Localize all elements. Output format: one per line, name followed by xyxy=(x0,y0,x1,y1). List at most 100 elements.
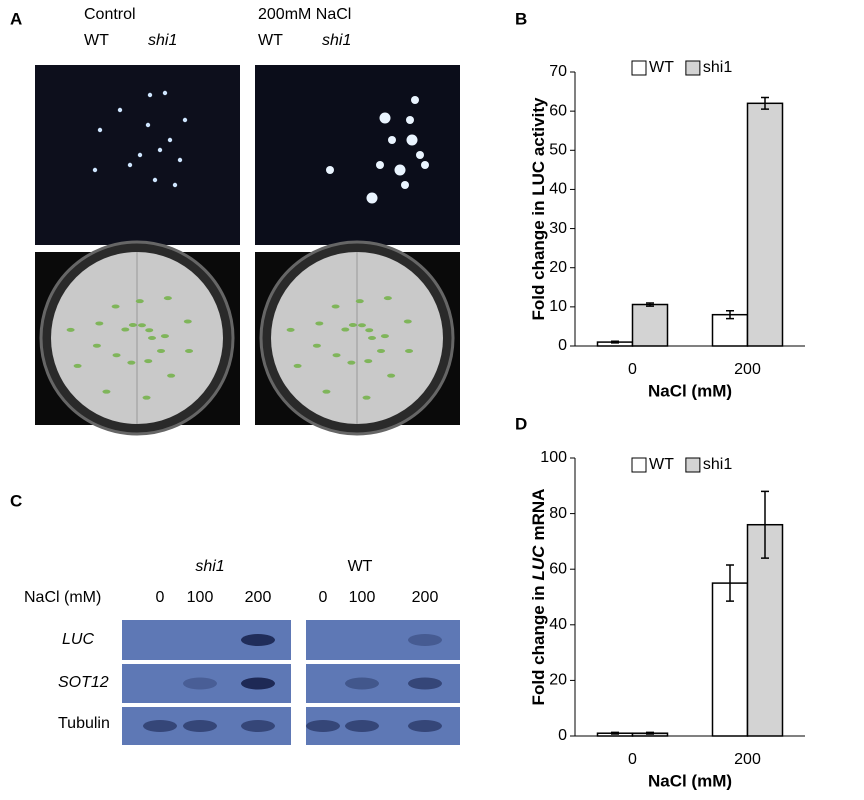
seedling xyxy=(142,395,151,400)
seedling xyxy=(368,336,376,340)
y-axis-label-part: Fold change in LUC activity xyxy=(529,97,548,320)
genotype-label: WT xyxy=(258,32,283,49)
error-bar xyxy=(611,731,619,735)
spot xyxy=(172,182,178,188)
y-axis-label: Fold change in LUC mRNA xyxy=(529,489,548,706)
seedling xyxy=(128,323,137,328)
spot xyxy=(97,127,103,133)
legend-swatch xyxy=(685,60,701,76)
y-tick-label: 10 xyxy=(549,298,567,315)
seedling xyxy=(357,323,366,328)
seedling xyxy=(66,327,75,332)
lane-label: 100 xyxy=(187,589,214,606)
error-bar xyxy=(646,731,654,735)
error-bar xyxy=(726,310,734,320)
spot xyxy=(137,152,143,158)
band xyxy=(241,720,275,732)
genotype-label: shi1 xyxy=(148,32,177,49)
spot xyxy=(162,90,168,96)
y-axis-label-part: mRNA xyxy=(529,489,548,541)
seedling xyxy=(145,328,154,333)
spot xyxy=(145,122,151,128)
spot xyxy=(421,161,429,169)
bar xyxy=(711,313,749,347)
bar xyxy=(631,303,669,347)
lane-label: 200 xyxy=(412,589,439,606)
seedling xyxy=(315,321,324,326)
legend-swatch xyxy=(685,457,701,473)
seedling xyxy=(387,373,396,378)
legend-label: WT xyxy=(649,456,674,473)
luminescence-image xyxy=(35,65,240,245)
condition-label: Control xyxy=(84,6,136,23)
row-label: SOT12 xyxy=(58,674,109,691)
band xyxy=(183,677,217,690)
seedling xyxy=(380,334,389,339)
genotype-label: shi1 xyxy=(322,32,351,49)
bar xyxy=(746,523,784,737)
seedling xyxy=(355,299,364,304)
seedling xyxy=(293,363,302,368)
y-tick-label: 40 xyxy=(549,181,567,198)
spot xyxy=(152,177,158,183)
seedling xyxy=(102,389,111,394)
seedling xyxy=(160,334,169,339)
legend-swatch xyxy=(631,457,647,473)
spot xyxy=(177,157,183,163)
seedling xyxy=(362,395,371,400)
seedling xyxy=(112,353,121,358)
y-tick-label: 100 xyxy=(540,449,567,466)
legend-swatch xyxy=(631,60,647,76)
seedling xyxy=(341,327,350,332)
panel-label: B xyxy=(515,9,527,28)
blot xyxy=(306,620,460,660)
seedling xyxy=(157,348,166,353)
error-bar xyxy=(761,96,769,110)
x-tick-label: 0 xyxy=(628,751,637,768)
y-axis-label-part: LUC xyxy=(529,545,548,581)
spot xyxy=(388,136,396,144)
bar xyxy=(711,582,749,737)
x-tick-label: 200 xyxy=(734,361,761,378)
y-tick-label: 80 xyxy=(549,505,567,522)
seedling xyxy=(167,373,176,378)
spot xyxy=(182,117,188,123)
y-axis-label-part: Fold change in xyxy=(529,585,548,705)
y-tick-label: 0 xyxy=(558,727,567,744)
panel-label: C xyxy=(10,491,22,510)
spot xyxy=(167,137,173,143)
spot xyxy=(406,116,414,124)
seedling xyxy=(312,343,321,348)
y-axis-label: Fold change in LUC activity xyxy=(529,97,548,320)
seedling xyxy=(383,296,392,301)
y-tick-label: 30 xyxy=(549,220,567,237)
spot xyxy=(326,166,334,174)
band xyxy=(408,634,442,646)
error-bar xyxy=(726,564,734,602)
luminescence-image xyxy=(255,65,460,245)
seedling xyxy=(322,389,331,394)
genotype-label: WT xyxy=(84,32,109,49)
bar xyxy=(746,102,784,347)
seedling xyxy=(148,336,156,340)
panel-label: A xyxy=(10,9,22,28)
y-tick-label: 50 xyxy=(549,142,567,159)
seedling xyxy=(163,296,172,301)
y-tick-label: 20 xyxy=(549,672,567,689)
spot xyxy=(127,162,133,168)
seedling xyxy=(95,321,104,326)
seedling xyxy=(332,353,341,358)
y-tick-label: 60 xyxy=(549,560,567,577)
spot xyxy=(379,112,391,124)
y-tick-label: 40 xyxy=(549,616,567,633)
legend-label: shi1 xyxy=(703,59,732,76)
spot xyxy=(366,192,378,204)
group-label: WT xyxy=(348,558,373,575)
seedling xyxy=(405,348,414,353)
seedling xyxy=(183,319,192,324)
seedling xyxy=(127,360,136,365)
spot xyxy=(401,181,409,189)
lane-label: 0 xyxy=(156,589,165,606)
seedling xyxy=(286,327,295,332)
